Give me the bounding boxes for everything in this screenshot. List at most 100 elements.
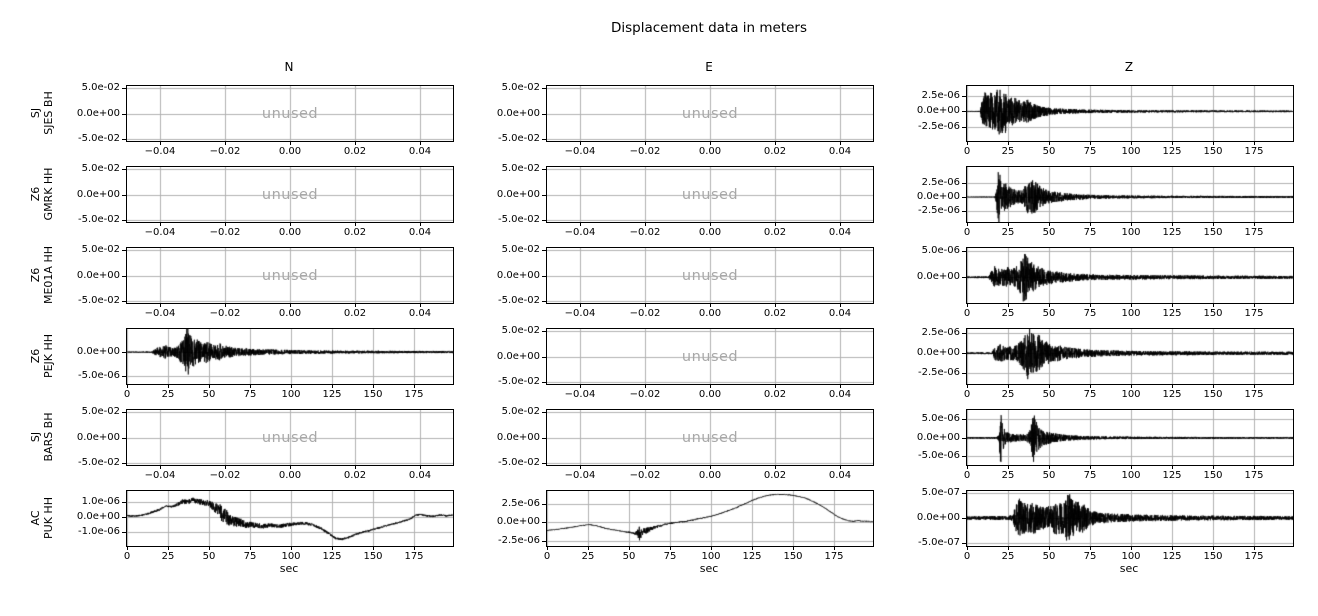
- y-tick-label: -2.5e-06: [918, 367, 960, 378]
- waveform-canvas: [967, 167, 1293, 222]
- x-tick-label: −0.02: [629, 146, 661, 157]
- y-tick-mark: [962, 182, 966, 184]
- x-tick-label: 0.04: [408, 308, 432, 319]
- y-tick-mark: [542, 300, 546, 302]
- y-tick-label: 5.0e-06: [921, 413, 960, 424]
- subplot-r3-e: unused −0.04 −0.02 0.00 0.02 0.04 5.0e-02 0.0e+…: [497, 325, 874, 400]
- y-tick-mark: [542, 411, 546, 413]
- x-tick-label: 50: [1042, 551, 1056, 562]
- x-tick-label: 150: [1203, 146, 1223, 157]
- x-axis-label-e: sec: [699, 562, 719, 575]
- x-tick-label: 0.04: [408, 470, 432, 481]
- y-tick-mark: [122, 375, 126, 377]
- x-tick-label: 100: [1121, 146, 1141, 157]
- subplot-r0-z: 0 25 50 75 100 125 150 175 2.5e-06 0.0e+00 -2.5e-0…: [917, 85, 1294, 157]
- row-label-network: Z6: [29, 348, 42, 363]
- figure-title: Displacement data in meters: [610, 20, 808, 36]
- x-tick-mark: [290, 546, 292, 550]
- unused-label: unused: [261, 429, 319, 446]
- subplot-r1-n: unused −0.04 −0.02 0.00 0.02 0.04 5.0e-02 0.0e+…: [77, 163, 454, 238]
- y-tick-label: 5.0e-06: [921, 245, 960, 256]
- y-tick-label: 5.0e-02: [501, 82, 540, 93]
- x-tick-label: 75: [1083, 389, 1097, 400]
- y-tick-mark: [542, 249, 546, 251]
- x-tick-mark: [1089, 222, 1091, 226]
- y-tick-mark: [122, 168, 126, 170]
- y-tick-label: 0.0e+00: [76, 432, 120, 443]
- x-tick-mark: [1130, 141, 1132, 145]
- x-tick-label: 0.00: [698, 227, 722, 238]
- x-tick-mark: [419, 303, 421, 307]
- x-tick-mark: [224, 141, 226, 145]
- x-tick-mark: [413, 384, 415, 388]
- x-tick-mark: [126, 384, 128, 388]
- subplot-r2-z: 0 25 50 75 100 125 150 175 5.0e-06 0.0e+00: [917, 245, 1294, 319]
- x-tick-mark: [1253, 546, 1255, 550]
- x-tick-label: 0.04: [408, 146, 432, 157]
- subplot-r5-z: 0 25 50 75 100 125 150 175 5.0e-07 0.0e+00 -5.0e-0…: [917, 487, 1294, 562]
- x-tick-mark: [208, 384, 210, 388]
- waveform-canvas: [127, 491, 453, 546]
- x-tick-mark: [710, 546, 712, 550]
- column-header-z: Z: [1124, 60, 1134, 74]
- x-tick-label: 25: [1001, 146, 1015, 157]
- x-tick-label: 150: [1203, 389, 1223, 400]
- x-tick-label: 0.00: [698, 470, 722, 481]
- waveform-canvas: [547, 491, 873, 546]
- y-tick-label: 0.0e+00: [496, 516, 540, 527]
- x-axis-label-n: sec: [279, 562, 299, 575]
- y-tick-mark: [542, 113, 546, 115]
- y-tick-mark: [542, 540, 546, 542]
- x-tick-mark: [774, 222, 776, 226]
- x-tick-label: 100: [1121, 389, 1141, 400]
- x-tick-label: 125: [1162, 551, 1182, 562]
- x-tick-mark: [1171, 303, 1173, 307]
- x-tick-label: 25: [1001, 389, 1015, 400]
- x-tick-mark: [1007, 303, 1009, 307]
- x-tick-label: 50: [622, 551, 636, 562]
- y-tick-mark: [542, 275, 546, 277]
- x-tick-label: 50: [1042, 389, 1056, 400]
- x-tick-label: 75: [1083, 146, 1097, 157]
- x-tick-mark: [1171, 465, 1173, 469]
- x-tick-label: 0.02: [763, 389, 787, 400]
- y-tick-mark: [962, 517, 966, 519]
- x-tick-mark: [1048, 303, 1050, 307]
- y-tick-label: -5.0e-07: [918, 537, 960, 548]
- x-tick-label: −0.04: [144, 470, 176, 481]
- x-tick-label: 0.02: [343, 308, 367, 319]
- axes-canvas: [547, 248, 873, 303]
- subplot-r0-n: unused −0.04 −0.02 0.00 0.02 0.04 5.0e-02 0.0e+…: [77, 82, 454, 157]
- x-tick-mark: [792, 546, 794, 550]
- x-tick-label: −0.04: [564, 308, 596, 319]
- x-tick-label: 75: [663, 551, 677, 562]
- x-tick-mark: [833, 546, 835, 550]
- x-tick-label: 0: [543, 551, 551, 562]
- x-tick-mark: [709, 465, 711, 469]
- x-tick-label: 75: [1083, 308, 1097, 319]
- x-tick-mark: [579, 141, 581, 145]
- x-tick-mark: [331, 546, 333, 550]
- y-tick-label: 0.0e+00: [916, 105, 960, 116]
- y-tick-mark: [122, 300, 126, 302]
- x-tick-mark: [290, 384, 292, 388]
- x-tick-mark: [709, 141, 711, 145]
- x-tick-label: 125: [742, 551, 762, 562]
- x-tick-label: 0.00: [278, 470, 302, 481]
- x-tick-label: 150: [1203, 308, 1223, 319]
- x-tick-label: −0.02: [209, 308, 241, 319]
- y-tick-label: 2.5e-06: [921, 327, 960, 338]
- unused-label: unused: [681, 348, 739, 365]
- x-tick-label: −0.02: [209, 227, 241, 238]
- x-tick-label: 50: [202, 389, 216, 400]
- x-tick-label: 0.00: [278, 227, 302, 238]
- x-tick-label: −0.04: [144, 227, 176, 238]
- x-tick-label: 0: [963, 146, 971, 157]
- x-tick-mark: [224, 465, 226, 469]
- y-tick-mark: [542, 219, 546, 221]
- x-tick-mark: [354, 303, 356, 307]
- x-tick-label: 175: [1244, 551, 1264, 562]
- x-tick-mark: [628, 546, 630, 550]
- x-tick-label: 0: [963, 389, 971, 400]
- x-tick-mark: [774, 465, 776, 469]
